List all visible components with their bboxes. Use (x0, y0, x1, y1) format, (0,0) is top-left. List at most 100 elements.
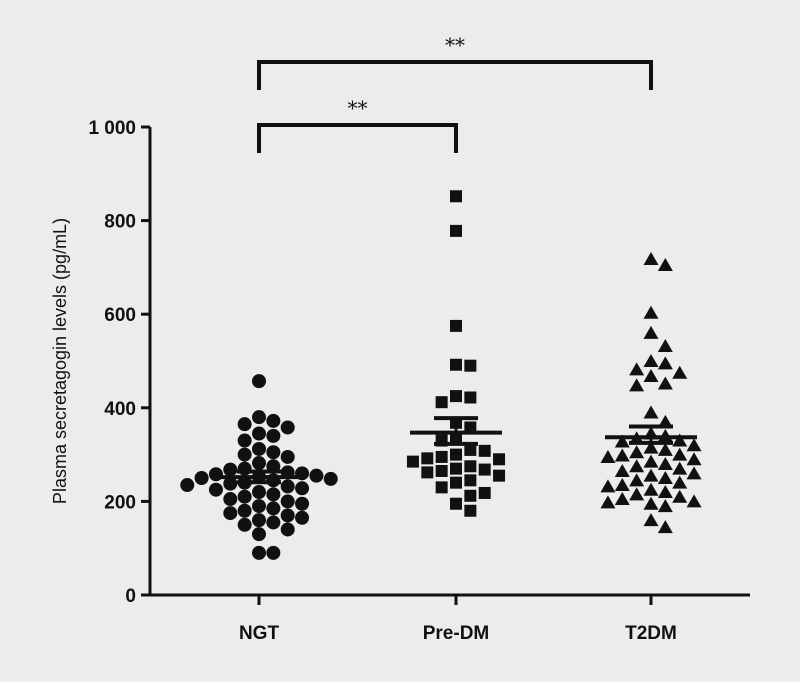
data-point-square (478, 486, 491, 499)
data-point-triangle (629, 459, 645, 473)
data-point-square (478, 463, 491, 476)
data-point-circle (252, 374, 266, 389)
data-point-square (464, 474, 477, 487)
data-point-square (450, 390, 462, 403)
data-point-triangle (643, 496, 659, 510)
data-point-circle (223, 476, 238, 491)
x-tick-label: NGT (239, 623, 280, 644)
data-point-circle (208, 467, 223, 482)
data-point-triangle (614, 434, 630, 448)
data-point-square (450, 224, 462, 237)
data-point-circle (237, 433, 252, 448)
data-point-circle (266, 487, 281, 502)
data-point-square (450, 448, 462, 461)
data-point-square (493, 469, 506, 482)
data-point-triangle (686, 494, 702, 508)
data-point-square (450, 358, 462, 371)
data-point-triangle (629, 362, 645, 376)
data-point-square (450, 190, 462, 203)
data-point-triangle (643, 305, 659, 319)
data-point-triangle (600, 479, 616, 493)
data-point-triangle (614, 478, 630, 492)
data-point-triangle (657, 442, 673, 456)
data-point-square (450, 462, 462, 475)
data-point-square (464, 489, 477, 502)
data-point-circle (266, 413, 281, 428)
data-point-triangle (643, 368, 659, 382)
data-point-circle (252, 456, 266, 471)
data-point-square (464, 391, 477, 404)
ticks: 0 200 400 600 800 1 000 NGT Pre-DM T2DM (88, 118, 676, 644)
significance-bracket (257, 60, 653, 90)
data-point-triangle (600, 449, 616, 463)
x-tick-label: Pre-DM (423, 623, 490, 644)
data-point-triangle (643, 468, 659, 482)
data-point-square (464, 421, 477, 434)
data-point-circle (194, 471, 209, 485)
data-point-triangle (614, 448, 630, 462)
data-point-circle (295, 481, 310, 496)
significance-label: ** (445, 33, 465, 57)
data-point-triangle (629, 487, 645, 501)
data-point-square (478, 444, 491, 457)
data-point-triangle (643, 325, 659, 339)
data-point-square (435, 396, 448, 409)
data-point-triangle (643, 405, 659, 419)
significance-label: ** (348, 96, 368, 120)
y-tick-label: 0 (125, 586, 136, 607)
data-point-triangle (657, 520, 673, 534)
data-point-circle (266, 501, 281, 516)
data-point-triangle (686, 452, 702, 466)
data-point-circle (309, 468, 324, 483)
data-point-circle (237, 417, 252, 432)
data-point-triangle (614, 492, 630, 506)
data-point-circle (252, 513, 266, 528)
data-point-circle (180, 478, 195, 493)
data-point-triangle (672, 489, 688, 503)
significance-bracket (257, 123, 458, 153)
data-point-circle (237, 489, 252, 504)
y-tick-label: 400 (104, 399, 136, 420)
data-point-circle (280, 449, 295, 464)
data-point-square (464, 359, 477, 372)
data-point-square (450, 497, 462, 510)
data-point-triangle (629, 445, 645, 459)
data-point-circle (237, 447, 252, 462)
data-point-circle (252, 426, 266, 441)
data-point-square (435, 450, 448, 463)
data-point-circle (252, 410, 266, 425)
data-point-triangle (643, 513, 659, 527)
data-point-circle (252, 441, 266, 456)
data-point-circle (223, 506, 238, 521)
data-point-circle (280, 479, 295, 494)
data-point-triangle (657, 376, 673, 390)
data-point-circle (252, 485, 266, 500)
data-point-triangle (672, 475, 688, 489)
y-axis-label: Plasma secretagogin levels (pg/mL) (50, 218, 70, 504)
significance-brackets: ** ** (257, 33, 653, 153)
data-point-circle (237, 461, 252, 476)
data-point-square (421, 466, 434, 479)
data-point-triangle (657, 485, 673, 499)
data-point-circle (237, 517, 252, 532)
data-point-triangle (600, 495, 616, 509)
data-point-triangle (686, 438, 702, 452)
data-point-triangle (643, 482, 659, 496)
data-point-circle (280, 494, 295, 509)
data-point-circle (280, 508, 295, 523)
data-point-triangle (614, 463, 630, 477)
data-point-square (421, 452, 434, 465)
data-point-square (493, 453, 506, 466)
x-tick-label: T2DM (625, 623, 677, 644)
data-point-square (450, 476, 462, 489)
data-point-triangle (686, 466, 702, 480)
data-point-triangle (672, 365, 688, 379)
data-point-square (450, 319, 462, 332)
data-point-triangle (657, 258, 673, 272)
data-point-circle (266, 428, 281, 443)
data-point-square (464, 460, 477, 473)
data-point-circle (266, 515, 281, 530)
data-point-triangle (672, 461, 688, 475)
data-point-circle (223, 492, 238, 507)
